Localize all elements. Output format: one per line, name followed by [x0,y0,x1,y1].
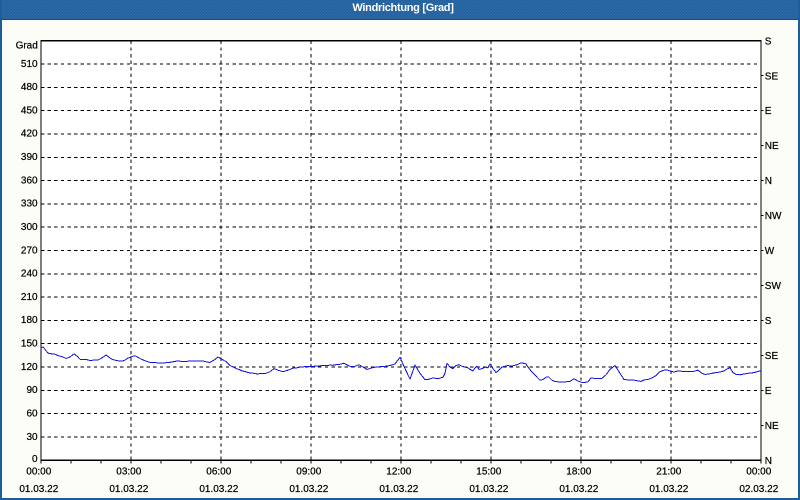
svg-text:S: S [765,36,772,47]
svg-text:270: 270 [21,245,38,256]
svg-text:12:00: 12:00 [386,466,411,477]
svg-text:E: E [765,386,772,397]
svg-text:W: W [765,246,775,257]
svg-text:01.03.22: 01.03.22 [199,484,238,495]
svg-text:450: 450 [21,105,38,116]
svg-text:00:00: 00:00 [26,466,51,477]
svg-text:01.03.22: 01.03.22 [289,484,328,495]
svg-text:NE: NE [765,141,779,152]
svg-text:E: E [765,106,772,117]
svg-text:240: 240 [21,269,38,280]
svg-text:00:00: 00:00 [746,466,771,477]
svg-text:N: N [765,176,772,187]
svg-text:01.03.22: 01.03.22 [379,484,418,495]
svg-text:420: 420 [21,129,38,140]
svg-text:300: 300 [21,222,38,233]
svg-text:30: 30 [26,432,38,443]
svg-text:01.03.22: 01.03.22 [649,484,688,495]
svg-text:02.03.22: 02.03.22 [739,484,778,495]
svg-text:03:00: 03:00 [116,466,141,477]
svg-text:180: 180 [21,315,38,326]
svg-text:01.03.22: 01.03.22 [469,484,508,495]
svg-text:NE: NE [765,421,779,432]
svg-text:SE: SE [765,351,779,362]
svg-text:21:00: 21:00 [656,466,681,477]
svg-text:SE: SE [765,71,779,82]
svg-text:510: 510 [21,59,38,70]
svg-text:15:00: 15:00 [476,466,501,477]
svg-text:01.03.22: 01.03.22 [109,484,148,495]
svg-text:06:00: 06:00 [206,466,231,477]
svg-text:150: 150 [21,339,38,350]
svg-text:120: 120 [21,362,38,373]
svg-text:60: 60 [26,409,38,420]
svg-text:Grad: Grad [16,40,38,51]
svg-text:360: 360 [21,175,38,186]
svg-text:SW: SW [765,281,782,292]
svg-text:480: 480 [21,82,38,93]
svg-text:01.03.22: 01.03.22 [19,484,58,495]
svg-text:S: S [765,316,772,327]
svg-text:01.03.22: 01.03.22 [559,484,598,495]
svg-text:210: 210 [21,292,38,303]
svg-text:90: 90 [26,385,38,396]
svg-text:09:00: 09:00 [296,466,321,477]
svg-text:NW: NW [765,211,782,222]
svg-text:330: 330 [21,199,38,210]
svg-text:390: 390 [21,152,38,163]
svg-text:0: 0 [32,454,38,465]
svg-text:18:00: 18:00 [566,466,591,477]
svg-text:N: N [765,456,772,467]
